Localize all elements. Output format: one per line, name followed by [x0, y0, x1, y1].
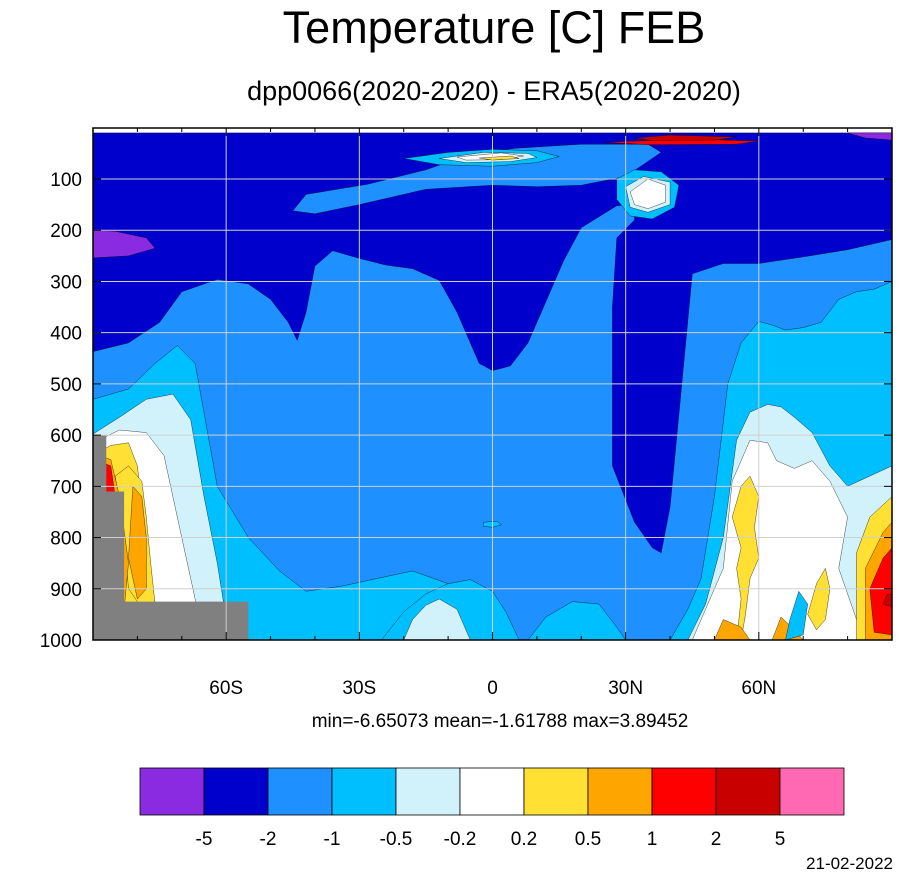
colorbar-box-10 [779, 767, 845, 816]
x-tick-label: 30N [608, 678, 643, 699]
y-tick-label: 100 [50, 170, 82, 191]
colorbar-label: 5 [775, 829, 786, 850]
colorbar-box-2 [267, 767, 333, 816]
x-tick-label: 60N [741, 678, 776, 699]
colorbar-label: 0.2 [511, 829, 537, 850]
contour-region-32 [882, 593, 892, 607]
contour-region-23 [479, 155, 520, 161]
colorbar-label: -0.2 [444, 829, 477, 850]
colorbar-label: -5 [196, 829, 213, 850]
x-tick-label: 30S [342, 678, 376, 699]
colorbar-label: 0.5 [575, 829, 601, 850]
colorbar-box-8 [651, 767, 717, 816]
colorbar-box-6 [523, 767, 589, 816]
colorbar-label: 2 [711, 829, 722, 850]
contour-region-34 [93, 229, 156, 259]
colorbar: -5 -2 -1 -0.5 -0.2 0.2 0.5 1 2 5 [139, 767, 845, 850]
contour-region-35 [847, 132, 892, 141]
colorbar-label: -1 [324, 829, 341, 850]
y-tick-label: 700 [50, 477, 82, 498]
contour-region-10 [403, 598, 471, 640]
stats-readout: min=-6.65073 mean=-1.61788 max=3.89452 [311, 711, 689, 732]
x-tick-label: 60S [209, 678, 243, 699]
colorbar-box-4 [395, 767, 461, 816]
colorbar-box-7 [587, 767, 653, 816]
y-tick-label: 600 [50, 426, 82, 447]
plot-date: 21-02-2022 [806, 854, 893, 873]
colorbar-label: 1 [647, 829, 658, 850]
y-tick-label: 400 [50, 324, 82, 345]
x-tick-label: 0 [487, 678, 498, 699]
y-tick-label: 1000 [40, 631, 82, 652]
colorbar-box-5 [459, 767, 525, 816]
chart-title: Temperature [C] FEB [282, 2, 706, 53]
contour-region-30 [869, 547, 892, 636]
colorbar-box-1 [203, 767, 269, 816]
y-tick-label: 800 [50, 529, 82, 550]
contour-region-33 [634, 134, 737, 141]
contour-region-26 [714, 619, 751, 640]
y-tick-label: 900 [50, 580, 82, 601]
colorbar-box-9 [715, 767, 781, 816]
y-tick-label: 300 [50, 272, 82, 293]
contour-region-8 [527, 601, 627, 640]
y-tick-label: 200 [50, 221, 82, 242]
colorbar-label: -2 [260, 829, 277, 850]
colorbar-box-3 [331, 767, 397, 816]
colorbar-label: -0.5 [380, 829, 413, 850]
colorbar-box-0 [139, 767, 205, 816]
chart-subtitle: dpp0066(2020-2020) - ERA5(2020-2020) [247, 76, 741, 106]
axis-ticks: 60S 30S 0 30N 60N 100 200 300 400 500 600 700 800 900… [40, 128, 892, 699]
contour-region-37 [785, 590, 808, 640]
y-tick-label: 500 [50, 375, 82, 396]
